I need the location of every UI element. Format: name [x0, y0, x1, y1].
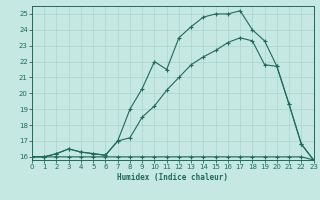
X-axis label: Humidex (Indice chaleur): Humidex (Indice chaleur) [117, 173, 228, 182]
